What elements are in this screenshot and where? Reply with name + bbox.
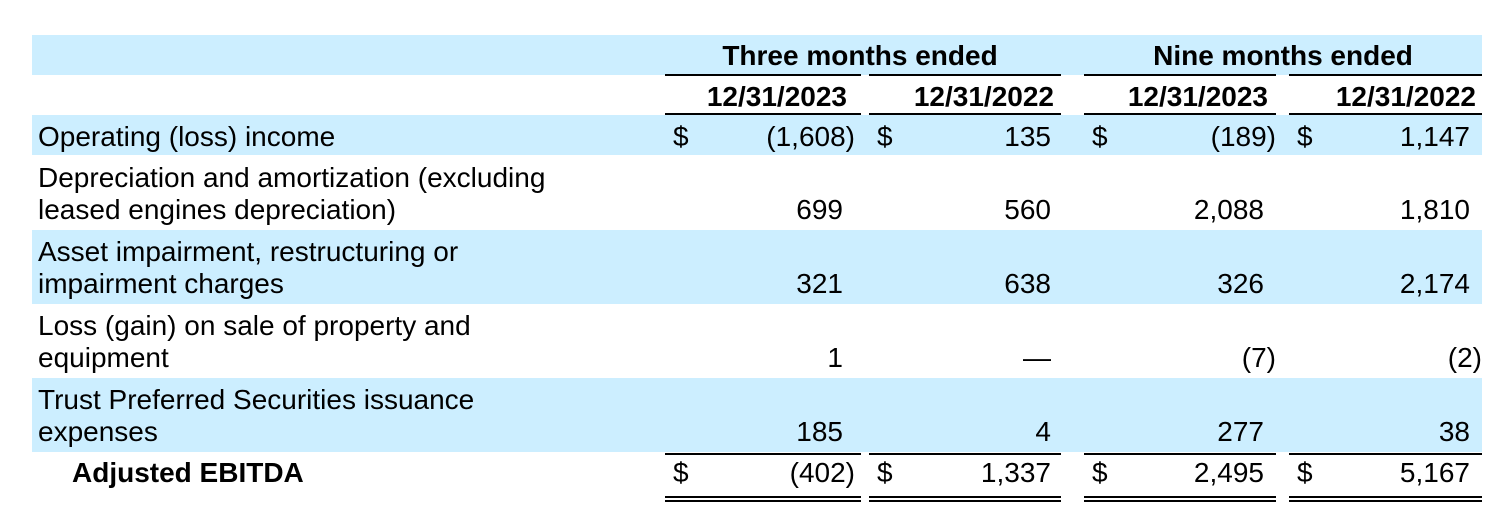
row-label: Loss (gain) on sale of property and [38,310,471,341]
total-double-rule [665,496,861,502]
table-row [32,378,1482,452]
group-header-nine-months: Nine months ended [1153,40,1413,71]
table-cell: 38 [1438,416,1470,447]
table-cell: 5,167 [1399,457,1470,488]
table-cell: 1,337 [980,457,1051,488]
table-cell: 326 [1217,268,1264,299]
table-cell: 699 [796,194,843,225]
table-cell: (7) [1241,342,1276,373]
date-underline [1084,113,1276,115]
date-underline [665,113,861,115]
currency-symbol: $ [1092,121,1108,152]
currency-symbol: $ [877,457,893,488]
date-header: 12/31/2023 [706,81,847,112]
date-header: 12/31/2022 [1335,81,1476,112]
table-cell: 4 [1035,416,1051,447]
table-cell: 2,495 [1193,457,1264,488]
row-label: leased engines depreciation) [38,194,397,225]
row-label: Trust Preferred Securities issuance [38,384,475,415]
table-cell: 2,088 [1193,194,1264,225]
total-double-rule [869,496,1061,502]
currency-symbol: $ [673,121,689,152]
group-underline [869,74,1061,76]
date-header: 12/31/2022 [913,81,1054,112]
total-top-rule [1289,453,1482,455]
total-label: Adjusted EBITDA [72,457,304,488]
total-top-rule [1084,453,1276,455]
row-label: Asset impairment, restructuring or [38,236,459,267]
table-cell: 277 [1217,416,1264,447]
table-cell: 2,174 [1399,268,1470,299]
table-cell: 1,147 [1399,121,1470,152]
table-cell: 135 [1004,121,1051,152]
total-double-rule [1289,496,1482,502]
currency-symbol: $ [877,121,893,152]
group-underline [665,74,861,76]
date-header: 12/31/2023 [1127,81,1268,112]
currency-symbol: $ [673,457,689,488]
total-top-rule [869,453,1061,455]
date-underline [869,113,1061,115]
date-underline [1289,113,1482,115]
row-label: impairment charges [38,268,284,299]
currency-symbol: $ [1297,457,1313,488]
table-cell: 638 [1004,268,1051,299]
group-underline [1084,74,1276,76]
currency-symbol: $ [1092,457,1108,488]
table-row [32,230,1482,304]
table-cell: (189) [1210,121,1276,152]
table-cell: (1,608) [766,121,855,152]
header-band [32,35,1482,75]
total-top-rule [665,453,861,455]
table-row [32,115,1482,155]
table-cell: 185 [796,416,843,447]
row-label: Depreciation and amortization (excluding [38,162,546,193]
table-cell: 1,810 [1399,194,1470,225]
group-underline [1289,74,1482,76]
table-cell: (402) [789,457,855,488]
table-cell: 321 [796,268,843,299]
group-header-three-months: Three months ended [722,40,998,71]
table-cell: — [1023,342,1051,373]
total-double-rule [1084,496,1276,502]
row-label: Operating (loss) income [38,121,336,152]
table-cell: 560 [1004,194,1051,225]
row-label: expenses [38,416,158,447]
table-cell: (2) [1447,342,1482,373]
table-cell: 1 [827,342,843,373]
currency-symbol: $ [1297,121,1313,152]
ebitda-reconciliation-table: Three months ended Nine months ended 12/… [32,35,1482,510]
row-label: equipment [38,342,169,373]
